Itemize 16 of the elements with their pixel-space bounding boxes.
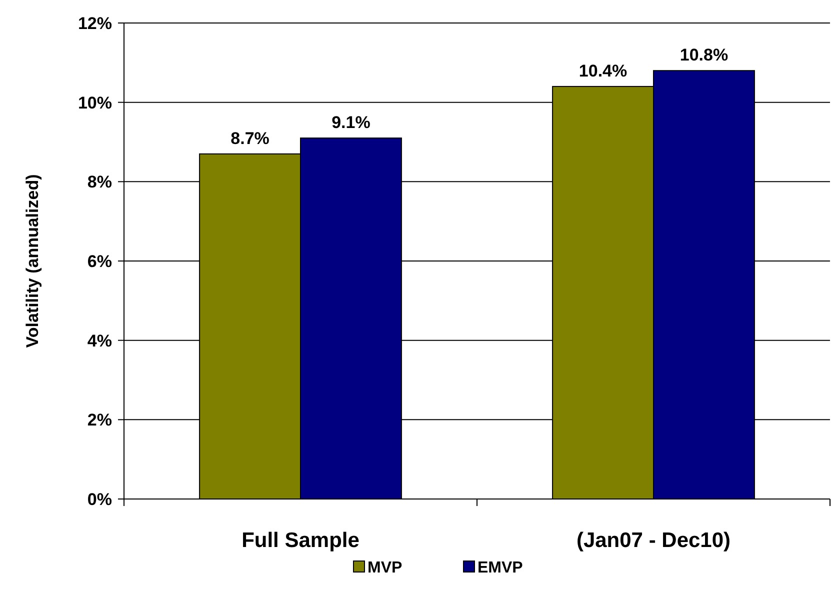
y-tick-label: 10% [78,93,112,112]
x-tick-label: (Jan07 - Dec10) [576,529,731,552]
data-label: 10.8% [680,46,728,65]
y-axis-title: Volatility (annualized) [23,174,42,348]
data-label: 8.7% [230,128,270,148]
y-tick-label: 6% [87,252,112,271]
data-label: 10.4% [578,61,628,80]
y-tick-label: 4% [87,331,112,350]
y-tick-label: 0% [87,490,112,509]
legend-label: EMVP [478,560,524,577]
data-label: 9.1% [332,113,370,132]
y-tick-label: 2% [87,410,112,430]
legend-label: MVP [368,560,402,577]
y-tick-label: 8% [87,172,112,192]
y-tick-label: 12% [78,14,112,33]
x-tick-label: Full Sample [242,529,360,552]
